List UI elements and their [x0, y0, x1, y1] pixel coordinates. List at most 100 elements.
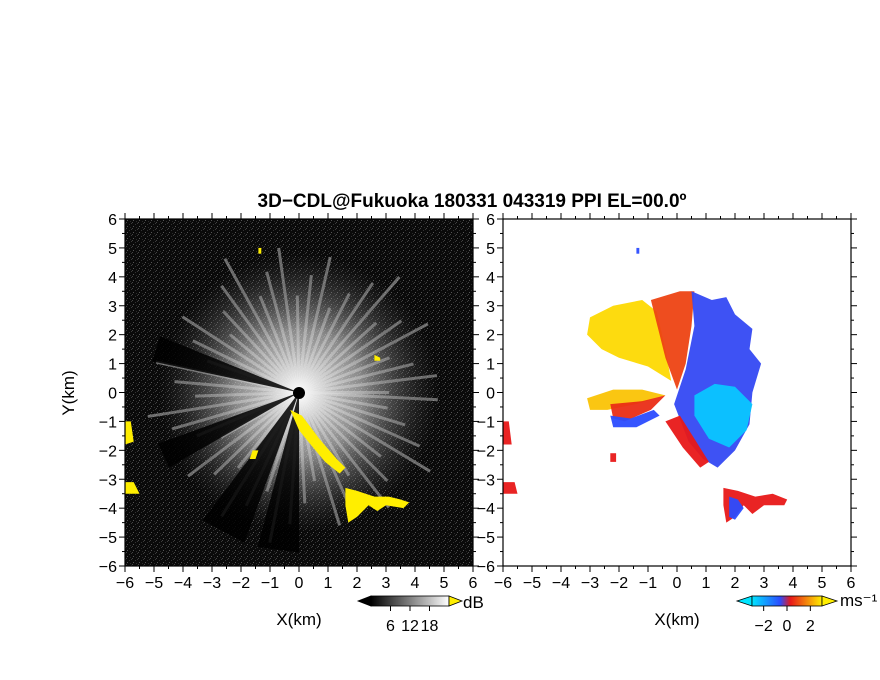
velocity-echo — [694, 383, 753, 448]
velocity-echo — [503, 421, 512, 445]
reflectivity-echo — [374, 354, 381, 361]
velocity-x-tick-label: 3 — [760, 575, 769, 592]
velocity-x-tick-label: −3 — [581, 575, 599, 592]
velocity-y-tick-label: 3 — [486, 299, 495, 316]
velocity-x-tick-label: 2 — [731, 575, 740, 592]
velocity-x-tick-label: −5 — [523, 575, 541, 592]
reflectivity-x-axis-label: X(km) — [276, 610, 321, 629]
reflectivity-colorbar-unit: dB — [463, 593, 484, 612]
velocity-echo — [610, 409, 660, 428]
reflectivity-colorbar-tick-label: 18 — [421, 618, 439, 635]
velocity-y-tick-label: 4 — [486, 270, 495, 287]
reflectivity-colorbar-left-arrow — [356, 595, 372, 607]
reflectivity-x-tick-label: 3 — [382, 575, 391, 592]
velocity-colorbar-right-arrow — [821, 595, 839, 607]
velocity-x-tick-label: −1 — [639, 575, 657, 592]
velocity-colorbar: −2 0 2 ms⁻¹ — [735, 591, 878, 635]
reflectivity-field — [125, 247, 439, 553]
reflectivity-y-tick-label: 1 — [108, 357, 117, 374]
reflectivity-x-tick-label: 0 — [295, 575, 304, 592]
radar-site-marker — [293, 387, 305, 399]
reflectivity-colorbar: 6 12 18 dB — [356, 593, 484, 635]
reflectivity-colorbar-bar — [370, 595, 450, 607]
reflectivity-y-tick-label: 2 — [108, 328, 117, 345]
reflectivity-x-tick-label: −6 — [116, 575, 134, 592]
reflectivity-shadow-sector — [257, 392, 299, 553]
reflectivity-x-tick-label: 5 — [440, 575, 449, 592]
velocity-echo — [610, 453, 617, 462]
velocity-y-tick-label: 5 — [486, 241, 495, 258]
reflectivity-y-tick-label: 6 — [108, 212, 117, 229]
reflectivity-y-tick-label: 0 — [108, 386, 117, 403]
velocity-colorbar-bar — [751, 595, 823, 607]
velocity-echo — [729, 496, 744, 520]
velocity-echo — [650, 291, 695, 390]
velocity-x-tick-label: 1 — [702, 575, 711, 592]
velocity-y-tick-label: 0 — [486, 386, 495, 403]
velocity-echo — [665, 415, 709, 468]
velocity-field — [503, 247, 788, 523]
velocity-x-tick-label: −4 — [552, 575, 570, 592]
reflectivity-echo — [249, 450, 259, 460]
reflectivity-x-tick-label: −2 — [232, 575, 250, 592]
reflectivity-echo — [125, 482, 140, 494]
reflectivity-y-tick-label: −1 — [99, 414, 117, 431]
velocity-echo — [636, 247, 640, 254]
reflectivity-y-axis-label: Y(km) — [59, 370, 78, 415]
reflectivity-x-tick-label: −4 — [174, 575, 192, 592]
velocity-colorbar-ticks: −2 0 2 — [755, 606, 815, 635]
velocity-x-tick-label: 5 — [818, 575, 827, 592]
velocity-y-tick-label: −5 — [477, 530, 495, 547]
reflectivity-x-tick-label: −3 — [203, 575, 221, 592]
reflectivity-y-tick-label: −2 — [99, 443, 117, 460]
velocity-x-axis-label: X(km) — [654, 610, 699, 629]
reflectivity-y-tick-label: −6 — [99, 559, 117, 576]
reflectivity-y-tick-label: −3 — [99, 472, 117, 489]
reflectivity-x-tick-label: 4 — [411, 575, 420, 592]
velocity-y-tick-label: −4 — [477, 501, 495, 518]
velocity-echo — [723, 487, 788, 523]
reflectivity-shadow-sector — [158, 392, 299, 468]
velocity-y-tick-label: −6 — [477, 559, 495, 576]
velocity-x-tick-label: 6 — [847, 575, 856, 592]
velocity-colorbar-unit: ms⁻¹ — [840, 591, 878, 610]
velocity-y-tick-label: 6 — [486, 212, 495, 229]
velocity-y-tick-label: 1 — [486, 357, 495, 374]
velocity-x-tick-label: −6 — [494, 575, 512, 592]
velocity-x-tick-label: 0 — [673, 575, 682, 592]
reflectivity-x-tick-label: 2 — [353, 575, 362, 592]
velocity-panel: −6 −5 −4 −3 −2 −1 0 1 2 3 4 5 6 −6 −5 −4 −3 −2 −1 0 1 2 3 4 5 6 X… — [477, 212, 878, 635]
reflectivity-x-tick-label: −5 — [145, 575, 163, 592]
reflectivity-x-tick-label: 6 — [469, 575, 478, 592]
velocity-colorbar-tick-label: −2 — [755, 618, 773, 635]
reflectivity-colorbar-ticks: 6 12 18 — [386, 606, 439, 635]
reflectivity-echo — [258, 247, 262, 254]
reflectivity-highlights — [125, 247, 410, 523]
velocity-y-tick-label: −3 — [477, 472, 495, 489]
reflectivity-y-tick-label: 3 — [108, 299, 117, 316]
velocity-colorbar-left-arrow — [735, 595, 753, 607]
reflectivity-x-tick-label: 1 — [324, 575, 333, 592]
reflectivity-shadow-sector — [152, 336, 299, 393]
reflectivity-y-tick-label: 4 — [108, 270, 117, 287]
velocity-echo — [587, 389, 666, 410]
reflectivity-y-tick-label: −4 — [99, 501, 117, 518]
reflectivity-axes: −6 −5 −4 −3 −2 −1 0 1 2 3 4 5 6 −6 −5 −4 −3 −2 −1 0 1 2 3 4 5 6 — [99, 212, 479, 592]
reflectivity-echo — [345, 487, 410, 523]
velocity-x-tick-label: 4 — [789, 575, 798, 592]
reflectivity-y-tick-label: 5 — [108, 241, 117, 258]
velocity-echo — [610, 395, 666, 422]
reflectivity-colorbar-tick-label: 12 — [401, 618, 419, 635]
reflectivity-shadow-sectors — [152, 336, 299, 553]
reflectivity-colorbar-right-arrow — [448, 595, 464, 607]
velocity-axes: −6 −5 −4 −3 −2 −1 0 1 2 3 4 5 6 −6 −5 −4 −3 −2 −1 0 1 2 3 4 5 6 — [477, 212, 857, 592]
velocity-plot-area — [503, 219, 851, 566]
velocity-colorbar-tick-label: 2 — [806, 618, 815, 635]
figure-title: 3D−CDL@Fukuoka 180331 043319 PPI EL=00.0… — [258, 191, 687, 212]
velocity-y-tick-label: −2 — [477, 443, 495, 460]
reflectivity-shadow-sector — [202, 392, 299, 543]
reflectivity-y-tick-label: −5 — [99, 530, 117, 547]
reflectivity-echo — [290, 409, 346, 474]
